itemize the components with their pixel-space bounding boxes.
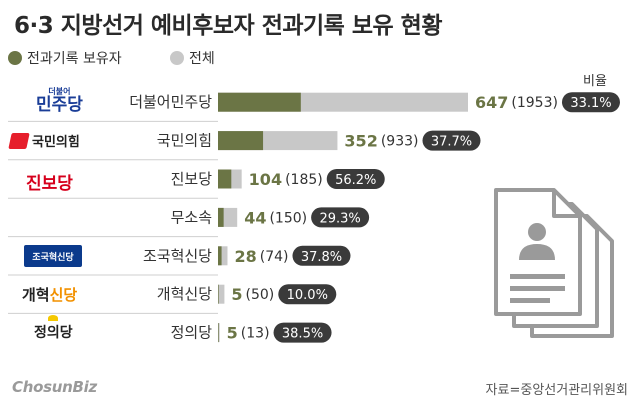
ratio-header: 비율	[583, 74, 607, 89]
ratio-badge	[326, 169, 385, 189]
ratio-label: 10.0%	[287, 288, 328, 303]
legend-total: 전체	[170, 48, 215, 68]
value-criminal-label: 352	[344, 132, 377, 151]
logo-reform: 개혁신당	[22, 284, 77, 305]
ratio-label: 37.8%	[301, 250, 342, 265]
ratio-label: 37.7%	[431, 135, 472, 150]
ratio-label: 38.5%	[282, 327, 323, 342]
category-label: 개혁신당	[157, 285, 212, 303]
logo-justice-text: 정의당	[34, 325, 73, 341]
value-total-label: (50)	[246, 287, 275, 303]
ratio-badge	[278, 284, 337, 305]
value-total-label: (1953)	[511, 95, 558, 111]
bar-criminal	[218, 246, 222, 266]
ratio-badge	[273, 322, 332, 343]
ratio-badge	[561, 92, 620, 113]
bar-criminal	[218, 207, 224, 227]
value-total-label: (150)	[269, 210, 307, 226]
document-profile-icon	[494, 188, 614, 338]
ratio-badge	[422, 130, 481, 151]
logo-democratic: 더불어 민주당	[36, 88, 83, 114]
logo-democratic-small: 더불어	[48, 87, 71, 96]
logo-ppp-mark	[8, 132, 30, 149]
chart-title: 6·3 지방선거 예비후보자 전과기록 보유 현황	[14, 13, 443, 39]
value-criminal-label: 104	[249, 170, 282, 189]
ratio-label: 33.1%	[570, 96, 611, 111]
value-criminal-label: 44	[244, 208, 266, 227]
logo-ppp-text: 국민의힘	[32, 135, 80, 150]
bar-criminal	[218, 284, 219, 304]
logo-progressive-text: 진보당	[26, 174, 73, 194]
ratio-label: 29.3%	[319, 211, 360, 226]
bar-criminal	[218, 92, 301, 112]
source-note: 자료=중앙선거관리위원회	[485, 383, 628, 398]
bar-total	[218, 284, 225, 304]
bar-total	[218, 246, 228, 266]
category-label: 조국혁신당	[143, 247, 212, 265]
category-label: 무소속	[171, 208, 213, 226]
ratio-label: 56.2%	[335, 173, 376, 188]
logo-democratic-main: 민주당	[36, 95, 83, 115]
bar-total	[218, 323, 220, 343]
logo-rebuilding: 조국혁신당	[24, 245, 82, 267]
legend-total-swatch	[170, 51, 184, 65]
bar-criminal	[218, 169, 232, 189]
legend-criminal-label: 전과기록 보유자	[27, 51, 122, 67]
value-criminal-label: 28	[234, 247, 256, 266]
ratio-badge	[292, 245, 351, 266]
legend-criminal: 전과기록 보유자	[8, 48, 122, 68]
logo-justice-mark	[48, 315, 58, 321]
logo-reform-b: 신당	[49, 286, 78, 304]
value-criminal-label: 5	[231, 285, 242, 304]
logo-rebuilding-text: 조국혁신당	[32, 252, 74, 263]
value-total-label: (74)	[260, 249, 289, 265]
category-label: 국민의힘	[157, 132, 212, 150]
ratio-badge	[311, 207, 370, 228]
category-label: 정의당	[171, 324, 213, 342]
brand-logo: ChosunBiz	[12, 378, 97, 396]
logo-progressive: 진보당	[26, 169, 73, 194]
bar-criminal	[218, 131, 264, 151]
value-total-label: (13)	[241, 326, 270, 342]
category-label: 더불어민주당	[129, 93, 212, 111]
legend-criminal-swatch	[8, 51, 22, 65]
logo-reform-a: 개혁	[22, 286, 50, 304]
value-criminal-label: 647	[475, 93, 508, 112]
category-label: 진보당	[171, 170, 213, 188]
value-total-label: (933)	[381, 134, 419, 150]
value-criminal-label: 5	[227, 324, 238, 343]
legend-total-label: 전체	[189, 51, 215, 67]
bar-criminal	[218, 323, 219, 343]
value-total-label: (185)	[285, 172, 323, 188]
logo-justice: 정의당	[34, 315, 73, 342]
logo-ppp: 국민의힘	[8, 131, 80, 150]
